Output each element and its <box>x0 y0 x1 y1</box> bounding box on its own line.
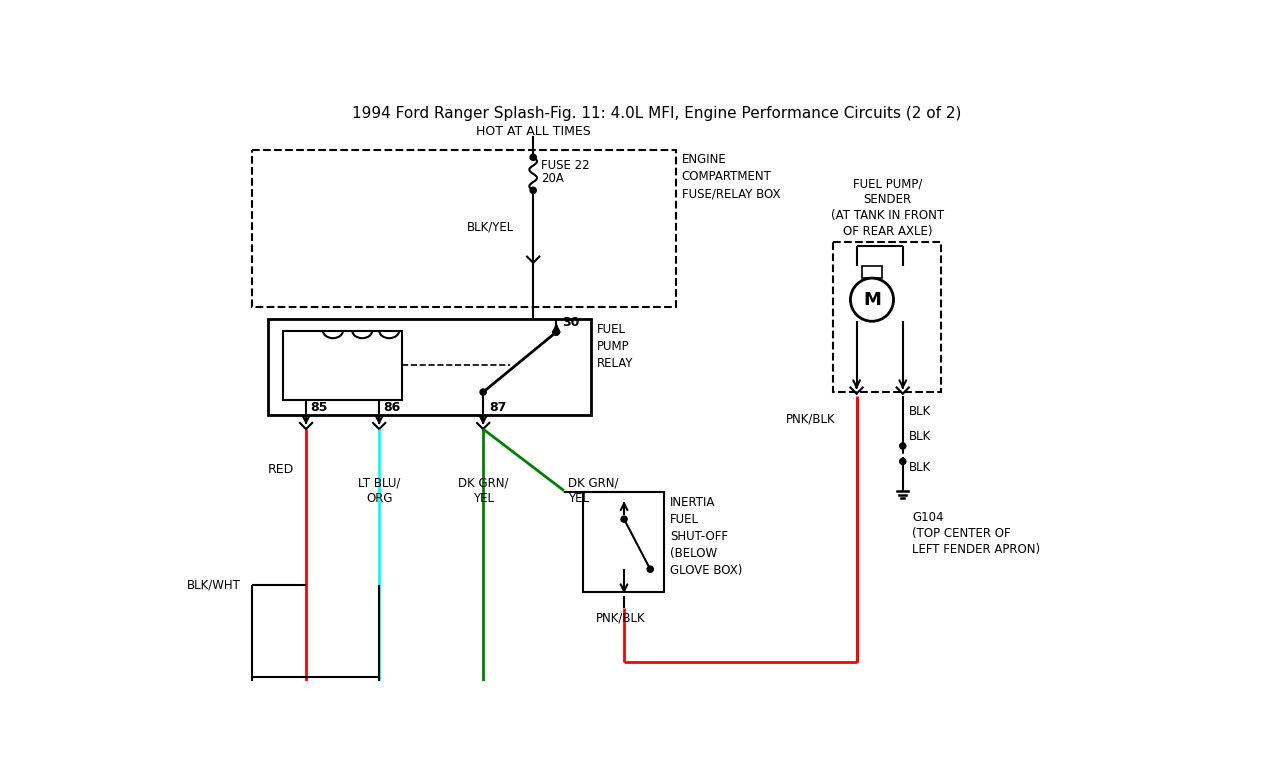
Text: BLK: BLK <box>908 405 931 418</box>
Bar <box>284 330 403 400</box>
Circle shape <box>530 187 536 194</box>
Bar <box>253 149 676 308</box>
Circle shape <box>647 566 653 572</box>
Text: PNK/BLK: PNK/BLK <box>785 412 835 425</box>
Text: BLK/WHT: BLK/WHT <box>187 578 240 591</box>
Text: LT BLU/
ORG: LT BLU/ ORG <box>358 477 400 505</box>
Text: M: M <box>863 291 881 309</box>
Circle shape <box>553 329 559 335</box>
Bar <box>268 319 591 415</box>
Circle shape <box>480 389 486 396</box>
Text: DK GRN/
YEL: DK GRN/ YEL <box>458 477 508 505</box>
Text: 87: 87 <box>489 401 507 414</box>
Circle shape <box>553 329 559 335</box>
Text: DK GRN/
YEL: DK GRN/ YEL <box>568 477 618 505</box>
Circle shape <box>899 458 906 464</box>
Bar <box>862 265 881 278</box>
Text: BLK: BLK <box>908 430 931 443</box>
Text: INERTIA
FUEL
SHUT-OFF
(BELOW
GLOVE BOX): INERTIA FUEL SHUT-OFF (BELOW GLOVE BOX) <box>670 496 743 577</box>
Circle shape <box>530 155 536 161</box>
Text: BLK/YEL: BLK/YEL <box>467 220 514 233</box>
Text: 86: 86 <box>384 401 400 414</box>
Text: 1994 Ford Ranger Splash-Fig. 11: 4.0L MFI, Engine Performance Circuits (2 of 2): 1994 Ford Ranger Splash-Fig. 11: 4.0L MF… <box>353 106 962 121</box>
Text: ENGINE
COMPARTMENT
FUSE/RELAY BOX: ENGINE COMPARTMENT FUSE/RELAY BOX <box>681 154 780 200</box>
Text: G104
(TOP CENTER OF
LEFT FENDER APRON): G104 (TOP CENTER OF LEFT FENDER APRON) <box>912 512 1041 556</box>
Text: RED: RED <box>268 463 295 476</box>
Bar <box>834 242 942 392</box>
Text: FUEL PUMP/
SENDER
(AT TANK IN FRONT
OF REAR AXLE): FUEL PUMP/ SENDER (AT TANK IN FRONT OF R… <box>831 177 944 238</box>
Text: FUSE 22: FUSE 22 <box>541 159 589 172</box>
Circle shape <box>621 516 627 522</box>
Text: PNK/BLK: PNK/BLK <box>595 611 645 624</box>
Text: 20A: 20A <box>541 172 563 185</box>
Text: BLK: BLK <box>908 461 931 474</box>
Circle shape <box>899 443 906 449</box>
Text: 85: 85 <box>310 401 327 414</box>
Text: FUEL
PUMP
RELAY: FUEL PUMP RELAY <box>597 323 634 369</box>
Text: 30: 30 <box>562 316 580 329</box>
Bar <box>584 492 665 592</box>
Text: HOT AT ALL TIMES: HOT AT ALL TIMES <box>476 125 590 138</box>
